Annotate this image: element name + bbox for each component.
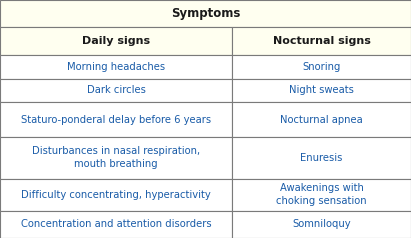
- Text: Daily signs: Daily signs: [82, 36, 150, 46]
- Text: Staturo-ponderal delay before 6 years: Staturo-ponderal delay before 6 years: [21, 114, 211, 125]
- Bar: [0, 211, 232, 238]
- Bar: [0, 102, 232, 137]
- Bar: [0, 79, 232, 102]
- Text: Disturbances in nasal respiration,
mouth breathing: Disturbances in nasal respiration, mouth…: [32, 146, 200, 169]
- Bar: [232, 102, 411, 137]
- Bar: [232, 178, 411, 211]
- Bar: [232, 79, 411, 102]
- Bar: [232, 211, 411, 238]
- Text: Nocturnal apnea: Nocturnal apnea: [280, 114, 363, 125]
- Bar: [0, 178, 232, 211]
- Bar: [0, 27, 232, 55]
- Text: Snoring: Snoring: [302, 62, 341, 72]
- Text: Concentration and attention disorders: Concentration and attention disorders: [21, 219, 211, 229]
- Text: Morning headaches: Morning headaches: [67, 62, 165, 72]
- Bar: [0, 55, 232, 79]
- Text: Enuresis: Enuresis: [300, 153, 343, 163]
- Text: Difficulty concentrating, hyperactivity: Difficulty concentrating, hyperactivity: [21, 189, 211, 200]
- Text: Dark circles: Dark circles: [87, 85, 145, 95]
- Bar: [232, 137, 411, 178]
- Text: Nocturnal signs: Nocturnal signs: [272, 36, 371, 46]
- Bar: [0, 0, 411, 27]
- Text: Somniloquy: Somniloquy: [292, 219, 351, 229]
- Bar: [0, 137, 232, 178]
- Bar: [232, 55, 411, 79]
- Text: Night sweats: Night sweats: [289, 85, 354, 95]
- Text: Symptoms: Symptoms: [171, 7, 240, 20]
- Bar: [232, 27, 411, 55]
- Text: Awakenings with
choking sensation: Awakenings with choking sensation: [276, 183, 367, 206]
